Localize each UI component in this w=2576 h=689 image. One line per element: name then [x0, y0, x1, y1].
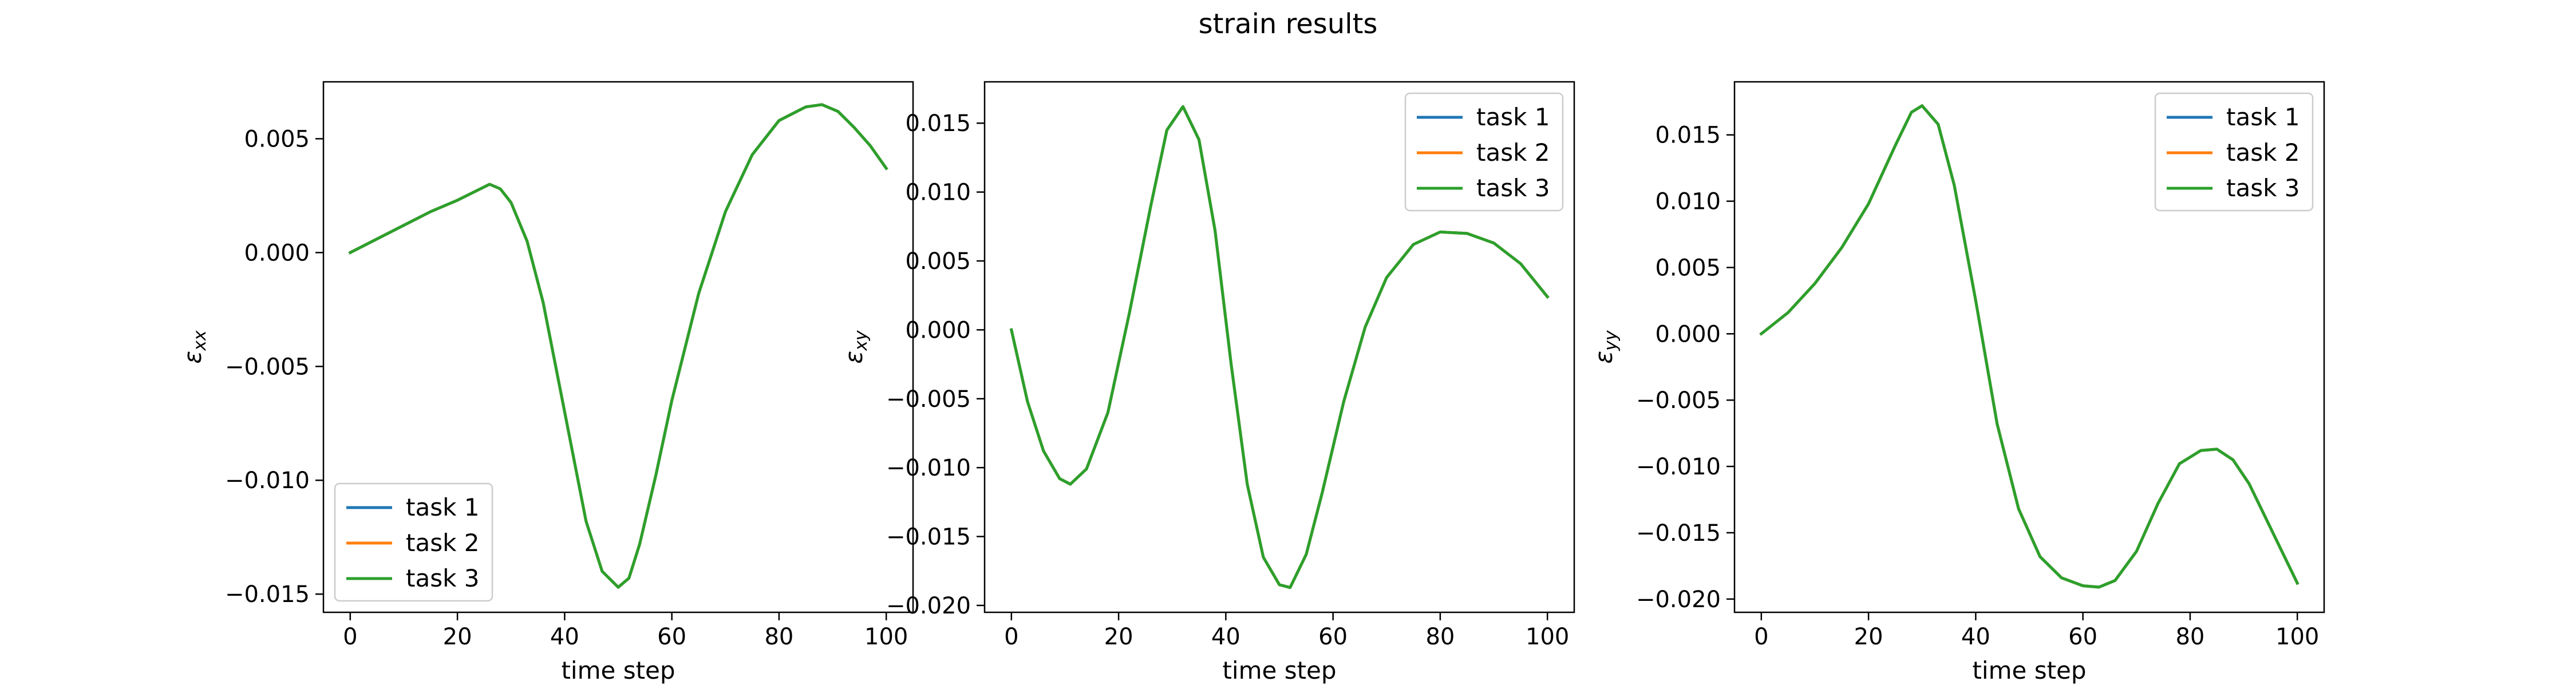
axes-frame [1733, 81, 2325, 613]
x-tick-label: 60 [657, 624, 686, 650]
legend-entry: task 3 [1476, 174, 1550, 202]
y-tick-label: −0.010 [225, 468, 310, 494]
y-tick-label: −0.020 [886, 593, 971, 619]
legend-box [334, 482, 493, 602]
legend: task 1 task 2 task 3 [2154, 92, 2314, 212]
x-tick-label: 60 [1318, 624, 1348, 650]
series-line-task-3 [1009, 105, 1550, 589]
legend-entry: task 2 [2226, 138, 2300, 167]
series-line-task-3 [348, 103, 888, 589]
subplot-3: 0 20 40 60 80 100 −0.020 −0.015 −0.010 −0.005 0.00… [1590, 81, 2325, 684]
x-tick-label: 80 [2175, 624, 2204, 650]
x-tick-label: 80 [1425, 624, 1455, 650]
legend-entry: task 1 [2226, 103, 2300, 131]
x-tick-label: 40 [1211, 624, 1240, 650]
x-tick-label: 80 [764, 624, 793, 650]
y-tick-label: 0.010 [1655, 189, 1721, 215]
series-line-task-3 [1759, 104, 2300, 589]
y-tick-label: −0.005 [225, 354, 310, 380]
y-tick-label: −0.010 [886, 455, 971, 481]
subplot-1: 0 20 40 60 80 100 −0.015 −0.010 −0.005 0.000 0.005… [179, 81, 914, 684]
y-tick-label: 0.000 [905, 317, 971, 343]
y-tick-label: −0.005 [1636, 387, 1721, 414]
y-tick-label: 0.015 [1655, 122, 1721, 149]
legend-box [2154, 92, 2314, 212]
x-axis-label: time step [1972, 656, 2086, 684]
y-tick-label: 0.005 [244, 126, 310, 152]
y-tick-label: −0.005 [886, 386, 971, 413]
y-axis-label: εxy [840, 330, 871, 363]
y-tick-label: 0.005 [905, 248, 971, 275]
x-tick-label: 0 [1754, 624, 1768, 650]
subplot-2: 0 20 40 60 80 100 −0.020 −0.015 −0.010 −0.005 0.00… [840, 81, 1575, 684]
figure-title: strain results [1199, 8, 1378, 40]
legend: task 1 task 2 task 3 [1404, 92, 1564, 212]
x-axis-label: time step [1222, 656, 1336, 684]
legend-entry: task 1 [1476, 103, 1550, 131]
legend-entry: task 3 [2226, 174, 2300, 202]
x-tick-label: 40 [550, 624, 579, 650]
y-tick-label: 0.010 [905, 180, 971, 206]
y-tick-label: −0.010 [1636, 454, 1721, 480]
axes-frame [322, 81, 914, 613]
x-tick-label: 100 [2275, 624, 2319, 650]
axes-frame [983, 81, 1575, 613]
y-tick-label: 0.015 [905, 110, 971, 137]
x-tick-label: 40 [1961, 624, 1990, 650]
x-tick-label: 0 [1004, 624, 1018, 650]
x-axis-label: time step [561, 656, 675, 684]
y-tick-label: 0.000 [244, 240, 310, 266]
legend-entry: task 1 [406, 493, 479, 521]
x-tick-label: 20 [1104, 624, 1133, 650]
x-tick-label: 60 [2068, 624, 2097, 650]
legend-entry: task 2 [406, 529, 479, 557]
y-tick-label: −0.020 [1636, 587, 1721, 613]
legend: task 1 task 2 task 3 [334, 482, 493, 602]
x-tick-label: 20 [443, 624, 472, 650]
x-tick-label: 100 [1526, 624, 1569, 650]
y-tick-label: −0.015 [886, 524, 971, 551]
legend-entry: task 2 [1476, 138, 1550, 167]
y-axis-label: εxx [179, 330, 210, 363]
x-tick-label: 0 [343, 624, 357, 650]
y-axis-label: εyy [1590, 330, 1621, 363]
x-tick-label: 100 [864, 624, 908, 650]
y-tick-label: −0.015 [1636, 520, 1721, 547]
legend-entry: task 3 [406, 564, 479, 592]
x-tick-label: 20 [1854, 624, 1883, 650]
legend-box [1404, 92, 1564, 212]
y-tick-label: 0.005 [1655, 255, 1721, 281]
y-tick-label: 0.000 [1655, 321, 1721, 347]
y-tick-label: −0.015 [225, 581, 310, 608]
